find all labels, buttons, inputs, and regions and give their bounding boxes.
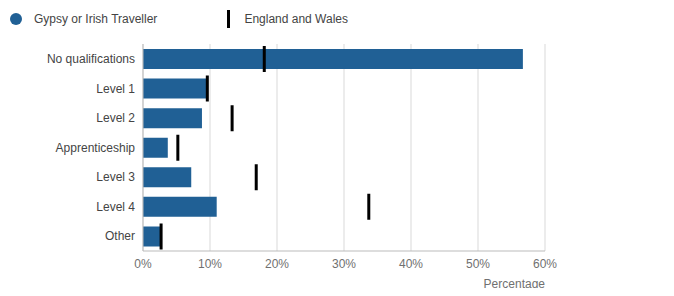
svg-text:Percentage: Percentage <box>484 277 546 288</box>
svg-text:Level 1: Level 1 <box>96 82 135 96</box>
svg-text:60%: 60% <box>533 257 557 271</box>
svg-text:Level 4: Level 4 <box>96 200 135 214</box>
svg-text:Other: Other <box>105 229 135 243</box>
html-text:Gypsy or Irish Traveller: Gypsy or Irish Traveller <box>34 12 158 26</box>
svg-text:Level 3: Level 3 <box>96 170 135 184</box>
svg-text:Level 2: Level 2 <box>96 111 135 125</box>
svg-text:Apprenticeship: Apprenticeship <box>56 141 136 155</box>
svg-text:No qualifications: No qualifications <box>47 52 135 66</box>
svg-text:30%: 30% <box>332 257 356 271</box>
html-text:England and Wales: England and Wales <box>244 12 348 26</box>
svg-text:50%: 50% <box>466 257 490 271</box>
svg-text:40%: 40% <box>399 257 423 271</box>
svg-text:0%: 0% <box>134 257 152 271</box>
svg-text:10%: 10% <box>198 257 222 271</box>
svg-text:20%: 20% <box>265 257 289 271</box>
